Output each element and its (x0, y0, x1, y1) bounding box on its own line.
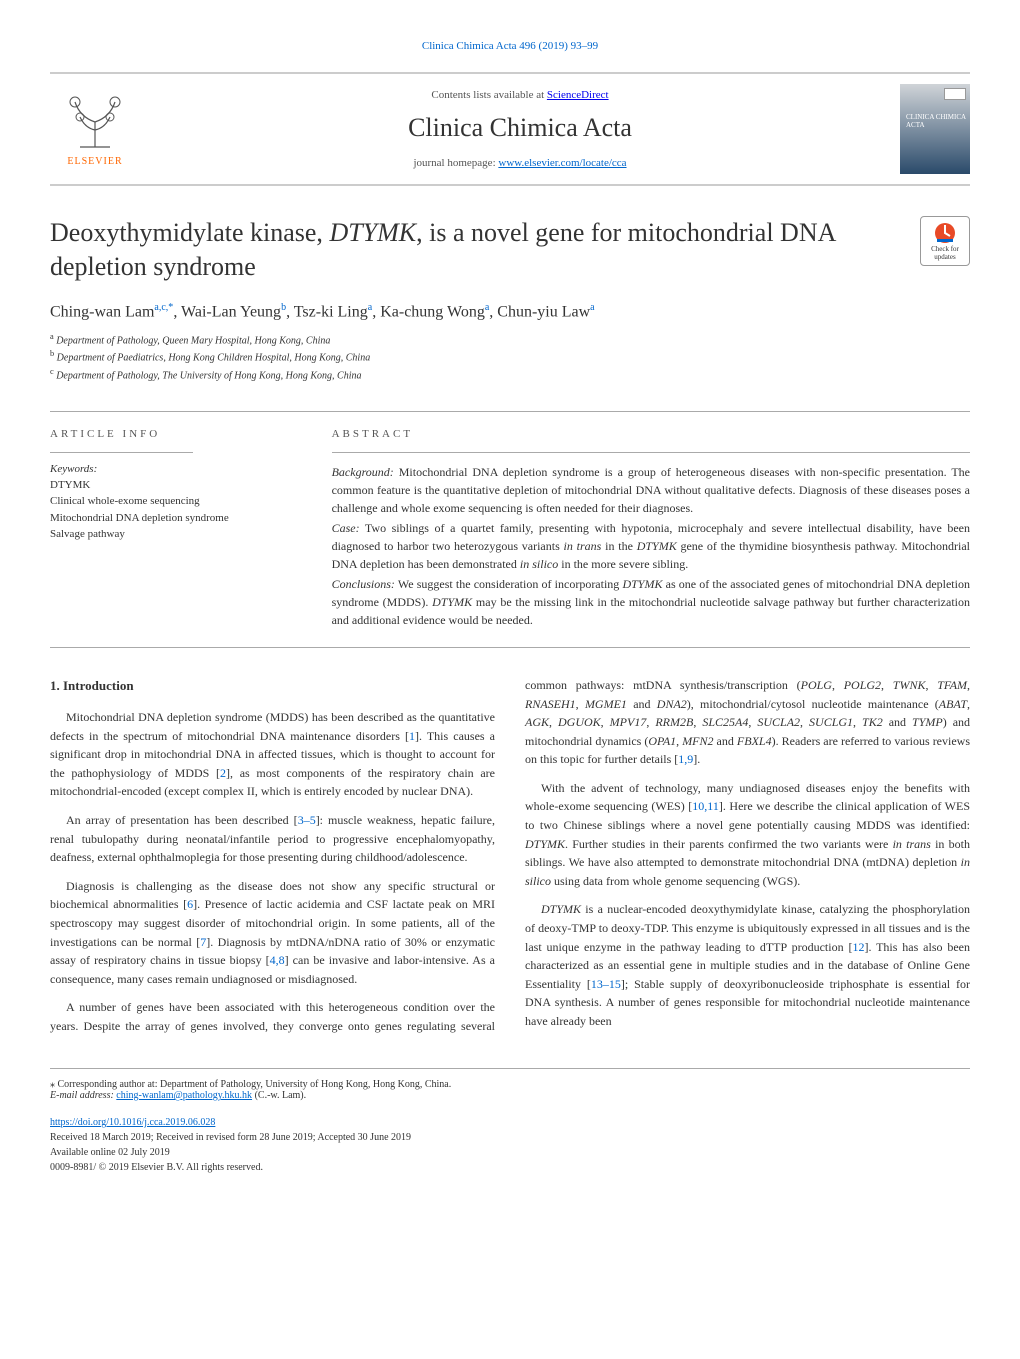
introduction-heading: 1. Introduction (50, 676, 495, 696)
corr-label: ⁎ Corresponding author at: Department of… (50, 1079, 970, 1090)
journal-cover-thumb: CLINICA CHIMICA ACTA (900, 84, 970, 174)
intro-p2: An array of presentation has been descri… (50, 811, 495, 867)
introduction-section: 1. Introduction Mitochondrial DNA deplet… (50, 676, 970, 1038)
affiliations: a Department of Pathology, Queen Mary Ho… (50, 331, 970, 383)
abstract-conclusions-label: Conclusions: (332, 577, 395, 591)
abstract-divider (332, 452, 970, 453)
elsevier-tree-icon (60, 92, 130, 152)
intro-p3: Diagnosis is challenging as the disease … (50, 877, 495, 989)
doi-link[interactable]: https://doi.org/10.1016/j.cca.2019.06.02… (50, 1117, 215, 1128)
intro-p5: With the advent of technology, many undi… (525, 779, 970, 891)
intro-p1: Mitochondrial DNA depletion syndrome (MD… (50, 708, 495, 801)
abstract-head: ABSTRACT (332, 428, 970, 440)
keywords-list: DTYMK Clinical whole-exome sequencing Mi… (50, 477, 288, 543)
homepage-prefix: journal homepage: (413, 157, 498, 169)
abstract-case-label: Case: (332, 521, 360, 535)
sciencedirect-link[interactable]: ScienceDirect (547, 89, 609, 101)
keyword-item: Mitochondrial DNA depletion syndrome (50, 510, 288, 527)
title-part1: Deoxythymidylate kinase, (50, 218, 329, 247)
email-link[interactable]: ching-wanlam@pathology.hku.hk (116, 1090, 252, 1101)
article-info-column: ARTICLE INFO Keywords: DTYMK Clinical wh… (50, 412, 308, 647)
received-line: Received 18 March 2019; Received in revi… (50, 1130, 970, 1145)
authors-line: Ching-wan Lama,c,*, Wai-Lan Yeungb, Tsz-… (50, 302, 970, 321)
affiliation-a-text: Department of Pathology, Queen Mary Hosp… (56, 335, 330, 346)
elsevier-logo: ELSEVIER (50, 84, 140, 174)
affiliation-c: c Department of Pathology, The Universit… (50, 366, 970, 383)
info-divider (50, 452, 193, 453)
footer-separator (50, 1068, 970, 1069)
email-name: (C.-w. Lam). (252, 1090, 306, 1101)
contents-prefix: Contents lists available at (431, 89, 546, 101)
abstract-background-text: Mitochondrial DNA depletion syndrome is … (332, 465, 970, 515)
journal-citation-link[interactable]: Clinica Chimica Acta 496 (2019) 93–99 (50, 40, 970, 52)
abstract-column: ABSTRACT Background: Mitochondrial DNA d… (308, 412, 970, 647)
homepage-line: journal homepage: www.elsevier.com/locat… (140, 157, 900, 169)
updates-icon (933, 221, 957, 245)
homepage-link[interactable]: www.elsevier.com/locate/cca (498, 157, 626, 169)
cover-text: CLINICA CHIMICA ACTA (906, 114, 970, 129)
keywords-label: Keywords: (50, 463, 288, 475)
title-gene: DTYMK (329, 218, 416, 247)
title-block: Deoxythymidylate kinase, DTYMK, is a nov… (50, 216, 970, 284)
updates-label: Check for updates (921, 245, 969, 261)
affiliation-c-text: Department of Pathology, The University … (56, 370, 361, 381)
abstract-text: Background: Mitochondrial DNA depletion … (332, 463, 970, 629)
doi-block: https://doi.org/10.1016/j.cca.2019.06.02… (50, 1115, 970, 1175)
affiliation-a: a Department of Pathology, Queen Mary Ho… (50, 331, 970, 348)
header-center: Contents lists available at ScienceDirec… (140, 89, 900, 169)
copyright-line: 0009-8981/ © 2019 Elsevier B.V. All righ… (50, 1160, 970, 1175)
keyword-item: DTYMK (50, 477, 288, 494)
journal-name: Clinica Chimica Acta (140, 113, 900, 143)
article-info-head: ARTICLE INFO (50, 428, 288, 440)
email-label: E-mail address: (50, 1090, 116, 1101)
corresponding-author: ⁎ Corresponding author at: Department of… (50, 1079, 970, 1175)
affiliation-b: b Department of Paediatrics, Hong Kong C… (50, 348, 970, 365)
journal-header: ELSEVIER Contents lists available at Sci… (50, 72, 970, 186)
abstract-conclusions-text: We suggest the consideration of incorpor… (332, 577, 970, 627)
introduction-body: 1. Introduction Mitochondrial DNA deplet… (50, 676, 970, 1038)
abstract-background-label: Background: (332, 465, 394, 479)
affiliation-b-text: Department of Paediatrics, Hong Kong Chi… (57, 353, 371, 364)
article-title: Deoxythymidylate kinase, DTYMK, is a nov… (50, 216, 900, 284)
info-abstract-row: ARTICLE INFO Keywords: DTYMK Clinical wh… (50, 411, 970, 648)
abstract-case-text: Two siblings of a quartet family, presen… (332, 521, 970, 571)
elsevier-label: ELSEVIER (67, 156, 122, 167)
available-line: Available online 02 July 2019 (50, 1145, 970, 1160)
check-updates-badge[interactable]: Check for updates (920, 216, 970, 266)
contents-line: Contents lists available at ScienceDirec… (140, 89, 900, 101)
keyword-item: Salvage pathway (50, 526, 288, 543)
intro-p6: DTYMK is a nuclear-encoded deoxythymidyl… (525, 900, 970, 1030)
keyword-item: Clinical whole-exome sequencing (50, 493, 288, 510)
